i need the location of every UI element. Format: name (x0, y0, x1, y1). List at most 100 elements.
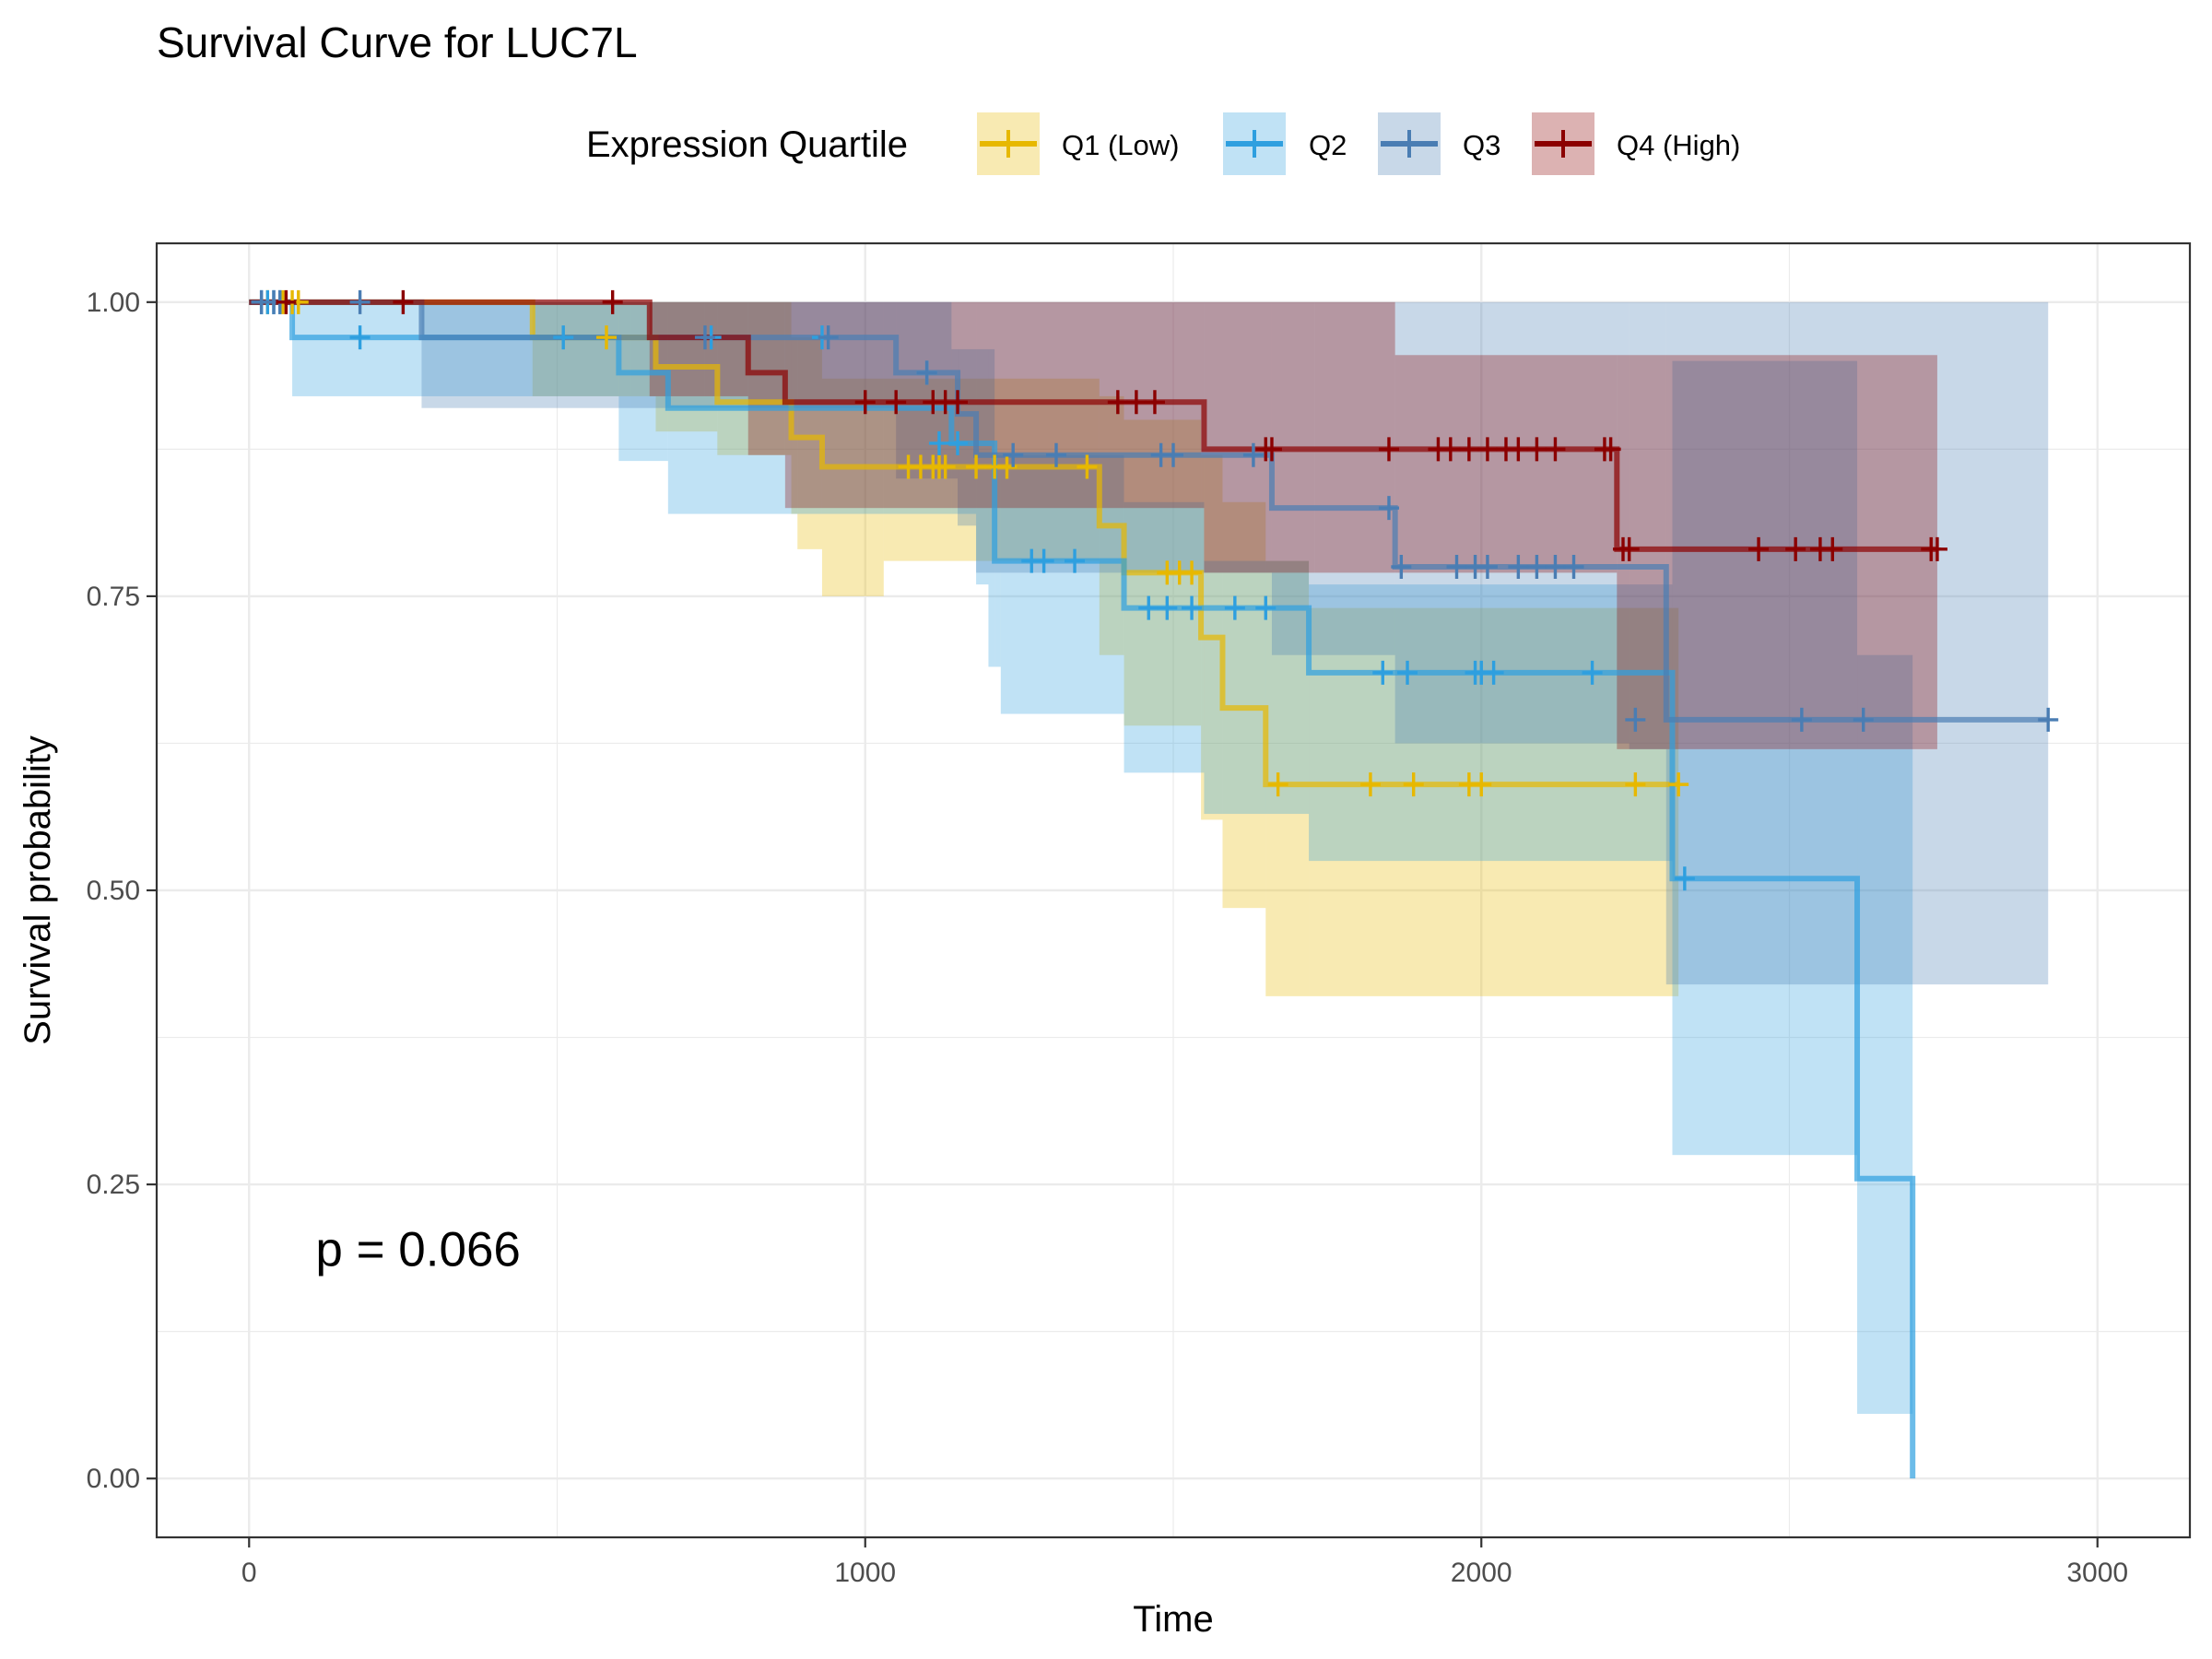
censor-mark-3 (1853, 707, 1874, 732)
legend-item-q2: Q2 (1223, 112, 1347, 175)
legend-title: Expression Quartile (586, 124, 908, 165)
censor-mark-4 (1477, 437, 1498, 462)
censor-mark-1 (935, 454, 956, 479)
confidence-band-3 (896, 301, 959, 479)
survival-curve-1 (249, 299, 1679, 788)
confidence-band-2 (988, 348, 995, 667)
censor-mark-4 (1618, 536, 1640, 561)
x-tick-label: 3000 (2066, 1558, 2128, 1588)
censor-mark-2 (1138, 595, 1159, 620)
censor-mark-2 (1483, 660, 1504, 685)
legend-label-q3: Q3 (1463, 129, 1500, 161)
legend-label-q1: Q1 (Low) (1062, 129, 1179, 161)
confidence-band-3 (1394, 301, 1630, 744)
censor-mark-3 (1508, 555, 1529, 579)
censor-mark-2 (349, 325, 371, 350)
censor-mark-4 (1508, 437, 1529, 462)
x-axis-title: Time (1133, 1599, 1213, 1640)
censor-mark-3 (1003, 442, 1024, 467)
confidence-band-1 (717, 301, 792, 455)
confidence-band-2 (1309, 584, 1673, 862)
censor-mark-4 (1458, 437, 1479, 462)
censor-mark-4 (947, 390, 969, 415)
censor-mark-2 (1033, 548, 1054, 573)
legend-item-q1: Q1 (Low) (977, 112, 1179, 175)
censor-mark-1 (595, 325, 617, 350)
censor-mark-4 (1526, 437, 1547, 462)
censor-mark-4 (854, 390, 876, 415)
confidence-band-2 (1000, 454, 1124, 714)
censor-mark-2 (928, 430, 949, 455)
grid (157, 243, 2190, 1537)
chart-title: Survival Curve for LUC7L (157, 18, 638, 66)
censor-mark-2 (1372, 660, 1394, 685)
censor-mark-1 (1471, 772, 1492, 797)
censor-mark-3 (2038, 707, 2059, 732)
censor-mark-3 (1477, 555, 1498, 579)
y-tick-label: 0.25 (87, 1170, 140, 1200)
p-value-annotation: p = 0.066 (315, 1222, 521, 1277)
censor-mark-3 (1563, 555, 1584, 579)
censor-mark-1 (1267, 772, 1288, 797)
censor-mark-4 (886, 390, 907, 415)
censor-mark-4 (1261, 437, 1282, 462)
confidence-band-4 (1204, 301, 1315, 573)
legend-item-q4: Q4 (High) (1532, 112, 1740, 175)
confidence-band-4 (1394, 355, 1618, 573)
x-tick-label: 2000 (1451, 1558, 1512, 1588)
censor-mark-4 (1125, 390, 1147, 415)
censor-mark-4 (1107, 390, 1128, 415)
censor-mark-1 (1625, 772, 1646, 797)
censor-mark-4 (1926, 536, 1947, 561)
confidence-band-1 (532, 301, 656, 396)
censor-mark-3 (1446, 555, 1467, 579)
censor-mark-3 (1545, 555, 1566, 579)
confidence-band-2 (1124, 501, 1205, 773)
confidence-band-3 (421, 301, 631, 408)
confidence-band-3 (630, 301, 897, 408)
y-axis-title: Survival probability (18, 735, 58, 1045)
confidence-band-2 (1672, 360, 1858, 1156)
confidence-band-4 (649, 301, 705, 396)
censor-mark-2 (1065, 548, 1086, 573)
censor-mark-2 (1255, 595, 1277, 620)
censor-mark-1 (966, 454, 987, 479)
censor-mark-4 (1748, 536, 1770, 561)
censor-mark-3 (818, 325, 839, 350)
censor-mark-2 (1582, 660, 1603, 685)
legend-label-q2: Q2 (1309, 129, 1347, 161)
censor-mark-3 (1526, 555, 1547, 579)
y-axis: 0.00 0.25 0.50 0.75 1.00 (87, 288, 157, 1494)
censor-mark-3 (1045, 442, 1066, 467)
censor-mark-4 (1600, 437, 1621, 462)
censor-mark-2 (947, 430, 969, 455)
confidence-bands (292, 301, 2049, 1414)
confidence-band-1 (797, 337, 822, 549)
censor-mark-3 (1163, 442, 1183, 467)
censor-mark-4 (602, 289, 623, 314)
confidence-band-1 (1222, 501, 1266, 909)
censor-mark-1 (1668, 772, 1689, 797)
censor-mark-4 (1822, 536, 1843, 561)
censor-mark-1 (1077, 454, 1098, 479)
censor-mark-2 (553, 325, 574, 350)
censor-mark-1 (1182, 560, 1203, 585)
confidence-band-4 (1314, 301, 1395, 573)
censor-mark-3 (694, 325, 715, 350)
censor-mark-2 (1224, 595, 1245, 620)
censor-mark-1 (1359, 772, 1381, 797)
censor-mark-4 (1378, 437, 1399, 462)
confidence-band-1 (1265, 560, 1310, 996)
censor-mark-3 (916, 360, 937, 385)
x-axis: 0 1000 2000 3000 (241, 1537, 2128, 1588)
censor-mark-2 (1157, 595, 1178, 620)
y-tick-label: 0.75 (87, 582, 140, 612)
censor-mark-2 (1674, 866, 1695, 891)
censor-mark-3 (1391, 555, 1412, 579)
censor-mark-3 (1242, 442, 1264, 467)
censor-mark-4 (1545, 437, 1566, 462)
survival-curve-2 (249, 299, 1916, 1479)
censor-mark-3 (1791, 707, 1812, 732)
censor-mark-2 (1182, 595, 1203, 620)
